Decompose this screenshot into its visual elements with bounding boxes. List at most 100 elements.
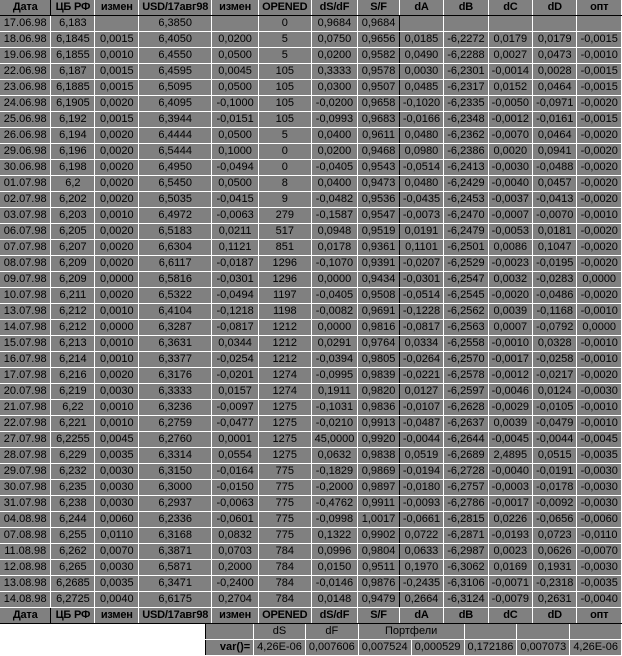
- cell-da[interactable]: -0,0487: [399, 415, 445, 432]
- cell-opened[interactable]: 1212: [258, 335, 312, 352]
- table-row[interactable]: 07.08.98 6,255 0,0110 6,3168 0,0832 775 0,1322…: [0, 527, 622, 544]
- cell-izmen-2[interactable]: 0,0200: [211, 31, 259, 48]
- cell-dd[interactable]: -0,0044: [532, 431, 578, 448]
- cell-sf[interactable]: 0,9876: [357, 575, 400, 592]
- table-row[interactable]: 29.07.98 6,232 0,0030 6,3150 -0,0164 775 -0,18…: [0, 463, 622, 480]
- cell-izmen-1[interactable]: 0,0020: [94, 223, 140, 240]
- cell-dsdf[interactable]: 0,0291: [310, 335, 359, 352]
- table-row[interactable]: 01.07.98 6,2 0,0020 6,5450 0,0500 8 0,0400 0,94…: [0, 175, 622, 192]
- cell-cbrf[interactable]: 6,214: [50, 351, 96, 368]
- cell-dd[interactable]: -0,0105: [532, 399, 578, 416]
- cell-izmen-1[interactable]: 0,0010: [94, 335, 140, 352]
- cell-sf[interactable]: 0,9578: [357, 63, 400, 80]
- cell-db[interactable]: -6,2815: [443, 511, 489, 528]
- cell-usd[interactable]: 6,5322: [138, 287, 213, 304]
- cell-opt[interactable]: -0,0020: [576, 239, 622, 256]
- cell-opt[interactable]: -0,0010: [576, 351, 622, 368]
- footer-header-da[interactable]: dA: [399, 607, 445, 624]
- cell-dsdf[interactable]: -0,1587: [310, 207, 359, 224]
- cell-opt[interactable]: -0,0010: [576, 335, 622, 352]
- cell-dc[interactable]: -0,0045: [488, 431, 534, 448]
- cell-sf[interactable]: 0,9920: [357, 431, 400, 448]
- cell-cbrf[interactable]: 6,212: [50, 303, 96, 320]
- cell-opt[interactable]: -0,0010: [576, 303, 622, 320]
- cell-dd[interactable]: 0,0464: [532, 127, 578, 144]
- cell-cbrf[interactable]: 6,229: [50, 447, 96, 464]
- cell-da[interactable]: 0,0480: [399, 175, 445, 192]
- cell-opt[interactable]: -0,0110: [576, 527, 622, 544]
- cell-dc[interactable]: -0,0037: [488, 191, 534, 208]
- cell-dsdf[interactable]: 0,0200: [310, 143, 359, 160]
- cell-date[interactable]: 21.07.98: [0, 399, 52, 416]
- cell-date[interactable]: 29.06.98: [0, 143, 52, 160]
- table-row[interactable]: 10.07.98 6,211 0,0020 6,5322 -0,0494 1197 -0,0…: [0, 287, 622, 304]
- cell-dsdf[interactable]: -0,0210: [310, 415, 359, 432]
- cell-dsdf[interactable]: 0,0200: [310, 47, 359, 64]
- cell-usd[interactable]: 6,5035: [138, 191, 213, 208]
- cell-dsdf[interactable]: -0,0405: [310, 159, 359, 176]
- cell-izmen-1[interactable]: 0,0020: [94, 367, 140, 384]
- cell-sf[interactable]: 0,9820: [357, 383, 400, 400]
- cell-opened[interactable]: 1212: [258, 351, 312, 368]
- cell-date[interactable]: 06.07.98: [0, 223, 52, 240]
- cell-date[interactable]: 18.06.98: [0, 31, 52, 48]
- cell-izmen-2[interactable]: 0,1000: [211, 143, 259, 160]
- cell-dsdf[interactable]: -0,2000: [310, 479, 359, 496]
- cell-db[interactable]: -6,2578: [443, 367, 489, 384]
- header-opt[interactable]: опт: [576, 0, 622, 16]
- cell-dd[interactable]: -0,0656: [532, 511, 578, 528]
- cell-db[interactable]: -6,2558: [443, 335, 489, 352]
- cell-dsdf[interactable]: 0,0178: [310, 239, 359, 256]
- cell-dsdf[interactable]: 0,0148: [310, 591, 359, 608]
- cell-dsdf[interactable]: 0,0400: [310, 175, 359, 192]
- cell-opened[interactable]: 1296: [258, 271, 312, 288]
- cell-dc[interactable]: 0,0007: [488, 319, 534, 336]
- cell-sf[interactable]: 0,9839: [357, 367, 400, 384]
- table-row[interactable]: 12.08.98 6,265 0,0030 6,5871 0,2000 784 0,0150…: [0, 559, 622, 576]
- cell-opened[interactable]: 784: [258, 543, 312, 560]
- cell-dsdf[interactable]: 0,1322: [310, 527, 359, 544]
- cell-db[interactable]: [443, 15, 489, 32]
- cell-opt[interactable]: -0,0020: [576, 255, 622, 272]
- cell-sf[interactable]: 0,9656: [357, 31, 400, 48]
- cell-opened[interactable]: 279: [258, 207, 312, 224]
- cell-izmen-1[interactable]: 0,0010: [94, 415, 140, 432]
- header-db[interactable]: dB: [443, 0, 489, 16]
- cell-dc[interactable]: -0,0053: [488, 223, 534, 240]
- cell-date[interactable]: 22.06.98: [0, 63, 52, 80]
- footer-header-db[interactable]: dB: [443, 607, 489, 624]
- footer-header-opt[interactable]: опт: [576, 607, 622, 624]
- cell-usd[interactable]: 6,4104: [138, 303, 213, 320]
- cell-db[interactable]: -6,2317: [443, 79, 489, 96]
- cell-sf[interactable]: 0,9519: [357, 223, 400, 240]
- cell-db[interactable]: -6,2362: [443, 127, 489, 144]
- header-opened[interactable]: OPENED: [258, 0, 312, 16]
- table-row[interactable]: 22.07.98 6,221 0,0010 6,2759 -0,0477 1275 -0,0…: [0, 415, 622, 432]
- var-value-dsdf[interactable]: 4,26E-06: [253, 639, 306, 656]
- cell-izmen-1[interactable]: 0,0010: [94, 207, 140, 224]
- cell-usd[interactable]: 6,2937: [138, 495, 213, 512]
- cell-sf[interactable]: 0,9691: [357, 303, 400, 320]
- cell-da[interactable]: 0,1101: [399, 239, 445, 256]
- table-row[interactable]: 26.06.98 6,194 0,0020 6,4444 0,0500 5 0,0400 0,…: [0, 127, 622, 144]
- cell-opt[interactable]: -0,0045: [576, 431, 622, 448]
- cell-da[interactable]: [399, 15, 445, 32]
- cell-cbrf[interactable]: 6,1845: [50, 31, 96, 48]
- cell-opt[interactable]: -0,0010: [576, 207, 622, 224]
- footer-header-dsdf[interactable]: dS/dF: [311, 607, 359, 624]
- cell-da[interactable]: -0,1228: [399, 303, 445, 320]
- cell-cbrf[interactable]: 6,219: [50, 383, 96, 400]
- cell-date[interactable]: 28.07.98: [0, 447, 52, 464]
- cell-izmen-1[interactable]: [94, 15, 140, 32]
- cell-cbrf[interactable]: 6,192: [50, 111, 96, 128]
- cell-opt[interactable]: -0,0040: [576, 591, 622, 608]
- cell-opt[interactable]: -0,0020: [576, 287, 622, 304]
- cell-izmen-1[interactable]: 0,0010: [94, 303, 140, 320]
- cell-opt[interactable]: -0,0020: [576, 191, 622, 208]
- cell-izmen-2[interactable]: 0,0500: [211, 47, 259, 64]
- cell-date[interactable]: 24.06.98: [0, 95, 52, 112]
- cell-izmen-2[interactable]: 0,2704: [211, 591, 259, 608]
- table-row[interactable]: 08.07.98 6,209 0,0020 6,6117 -0,0187 1296 -0,1…: [0, 255, 622, 272]
- cell-date[interactable]: 16.07.98: [0, 351, 52, 368]
- cell-izmen-2[interactable]: -0,0601: [211, 511, 259, 528]
